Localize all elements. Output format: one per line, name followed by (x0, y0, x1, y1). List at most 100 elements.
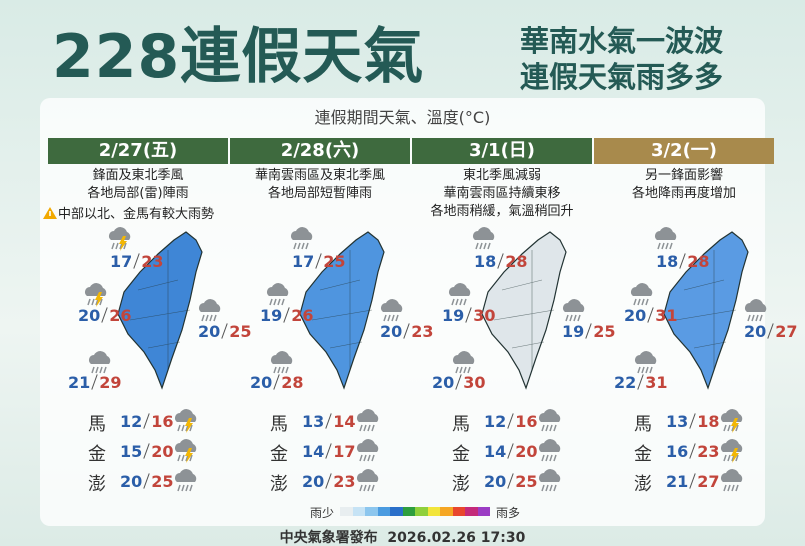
rain-drop (91, 366, 95, 374)
cloud (291, 227, 313, 240)
island-name: 馬 (452, 414, 470, 435)
rain-drop (735, 424, 739, 432)
rain-drop (189, 424, 193, 432)
low-temp: 14 (484, 442, 507, 461)
cloud (109, 227, 131, 240)
county-lines (493, 250, 555, 370)
weather-icon (175, 439, 197, 463)
rain-drop (459, 298, 463, 306)
slash (507, 443, 514, 459)
rain-drop (273, 298, 277, 306)
temperature: 20 27 (744, 322, 798, 341)
rain-drop (755, 314, 759, 322)
temperature: 20 31 (624, 306, 678, 325)
cloud (357, 409, 379, 422)
low-temp: 20 (624, 306, 647, 325)
high-temp: 23 (697, 442, 720, 461)
rain-drop (641, 366, 645, 374)
weather-icon (453, 351, 475, 374)
description: 另一鋒面影響 (644, 168, 723, 183)
rain-drop (213, 314, 217, 322)
rain-drop (103, 366, 107, 374)
legend-swatch (340, 507, 353, 516)
rain-drop (189, 484, 193, 492)
high-temp: 30 (463, 373, 486, 392)
rain-drop (649, 366, 653, 374)
lightning (185, 418, 193, 433)
slash (455, 374, 462, 390)
rain-drop (451, 298, 455, 306)
rain-drop (181, 484, 185, 492)
slash (689, 413, 696, 429)
lightning (95, 292, 103, 307)
low-temp: 22 (614, 373, 637, 392)
rain-drop (305, 242, 309, 250)
rain-drop (637, 298, 641, 306)
rain-drop (637, 366, 641, 374)
legend-swatch (452, 507, 465, 516)
rain-drop (209, 314, 213, 322)
rain-drop (731, 484, 735, 492)
temperature: 20 28 (250, 373, 304, 392)
slash (143, 473, 150, 489)
slash (133, 253, 140, 269)
cloud (539, 409, 561, 422)
rain-drop (545, 454, 549, 462)
rain-drop (545, 484, 549, 492)
rain-drop (463, 366, 467, 374)
slash (647, 307, 654, 323)
low-temp: 20 (250, 373, 273, 392)
lightning (731, 448, 739, 463)
high-temp: 27 (775, 322, 798, 341)
rain-drop (363, 424, 367, 432)
cloud (745, 299, 767, 312)
rain-drop (285, 366, 289, 374)
legend-high: 雨多 (496, 506, 521, 520)
title: 228連假天氣 (52, 22, 425, 92)
cloud (635, 351, 657, 364)
map (117, 231, 203, 390)
rain-drop (553, 454, 557, 462)
temperature: 20 25 (484, 472, 538, 491)
slash (507, 473, 514, 489)
weather-icon (473, 227, 495, 250)
cloud (631, 283, 653, 296)
rain-drop (363, 484, 367, 492)
legend-swatch (402, 507, 415, 516)
rain-drop (487, 242, 491, 250)
slash (283, 307, 290, 323)
slash (221, 323, 228, 339)
high-temp: 14 (333, 412, 356, 431)
low-temp: 20 (432, 373, 455, 392)
rain-drop (371, 424, 375, 432)
source: 中央氣象署發布 (279, 530, 378, 546)
weather-icon (635, 351, 657, 374)
island-name: 澎 (270, 474, 288, 495)
temperature: 20 30 (432, 373, 486, 392)
warning: 中部以北、金馬有較大雨勢 (42, 203, 214, 222)
rain-drop (95, 366, 99, 374)
high-temp: 23 (411, 322, 434, 341)
low-temp: 16 (666, 442, 689, 461)
rain-drop (751, 314, 755, 322)
description: 鋒面及東北季風 (92, 168, 184, 183)
description: 華南雲雨區及東北季風 (254, 168, 385, 183)
weather-icon (85, 283, 107, 307)
temperature: 18 28 (474, 252, 528, 271)
rain-drop (549, 454, 553, 462)
low-temp: 20 (198, 322, 221, 341)
low-temp: 18 (656, 252, 679, 271)
rain-drop (359, 424, 363, 432)
rain-drop (657, 242, 661, 250)
rain-drop (273, 366, 277, 374)
cloud (539, 439, 561, 452)
high-temp: 31 (655, 306, 678, 325)
island-name: 金 (270, 444, 288, 465)
rain-drop (549, 424, 553, 432)
temperature: 19 26 (260, 306, 314, 325)
high-temp: 25 (323, 252, 346, 271)
high-temp: 31 (645, 373, 668, 392)
high-temp: 25 (151, 472, 174, 491)
rain-drop (111, 242, 115, 250)
